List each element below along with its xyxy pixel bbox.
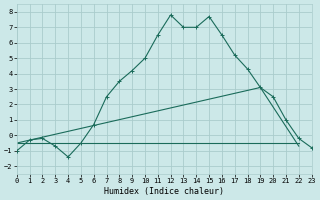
X-axis label: Humidex (Indice chaleur): Humidex (Indice chaleur): [104, 187, 224, 196]
